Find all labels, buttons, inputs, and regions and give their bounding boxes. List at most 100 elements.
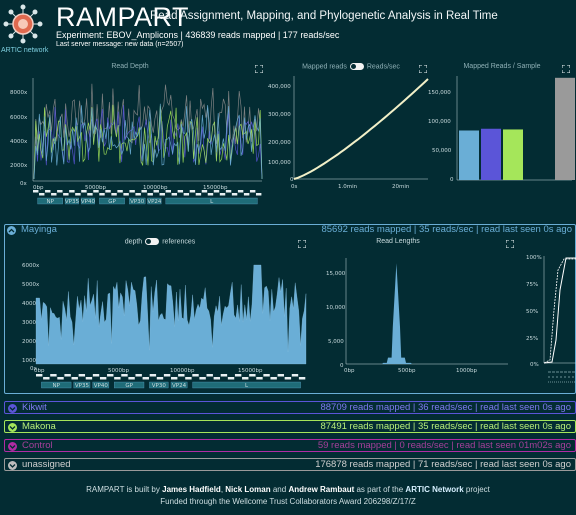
amplicon — [207, 193, 214, 196]
y-tick: 50,000 — [432, 148, 452, 154]
amplicon — [171, 377, 178, 380]
app-title: RAMPART — [56, 2, 190, 32]
author-link[interactable]: Andrew Rambaut — [288, 485, 355, 494]
gene-label: VP30 — [130, 199, 145, 205]
read-lengths-title: Read Lengths — [376, 238, 420, 245]
gene-label: NP — [53, 383, 61, 389]
amplicon — [165, 190, 172, 193]
mapped-reads-title: Mapped reads Reads/sec — [296, 63, 406, 70]
amplicon — [85, 377, 93, 380]
amplicon — [141, 190, 147, 193]
y-tick: 2000x — [22, 339, 40, 345]
author-link[interactable]: James Hadfield — [162, 485, 221, 494]
amplicon — [255, 193, 262, 196]
amplicon — [237, 190, 244, 193]
y-tick: 0x — [20, 181, 27, 187]
amplicon — [213, 190, 220, 193]
sample-stats: 88709 reads mapped | 36 reads/sec | read… — [320, 402, 571, 413]
amplicon — [225, 190, 232, 193]
author-link[interactable]: Nick Loman — [225, 485, 271, 494]
amplicon — [111, 193, 117, 196]
sample-name: Makona — [22, 421, 56, 432]
amplicon — [43, 377, 50, 380]
y-tick: 0 — [340, 363, 344, 369]
y-tick: 4000x — [22, 301, 40, 307]
x-tick: 0s — [291, 184, 297, 190]
mapped-reads-chart: 400,000 300,000 200,000 100,000 0 0s 1.0… — [268, 76, 429, 190]
artic-logo[interactable]: ARTIC network — [1, 3, 48, 57]
chevron-down-icon[interactable] — [8, 403, 17, 413]
sample-row-control[interactable]: Control 59 reads mapped | 0 reads/sec | … — [4, 439, 576, 452]
footer-funding: Funded through the Wellcome Trust Collab… — [160, 497, 416, 506]
expand-icon[interactable] — [506, 240, 514, 248]
coverage-toggle-row: depth references — [110, 238, 210, 245]
mapped-reads-line — [293, 78, 429, 180]
amplicon — [192, 374, 199, 377]
gene-vp35 — [64, 197, 79, 205]
reads-toggle[interactable] — [349, 63, 364, 70]
x-tick: 1.0min — [338, 184, 358, 190]
amplicon — [39, 193, 45, 196]
sample-row-makona[interactable]: Makona 87491 reads mapped | 35 reads/sec… — [4, 420, 576, 433]
y-tick: 100,000 — [268, 160, 291, 166]
y-tick: 400,000 — [268, 84, 291, 90]
chevron-down-icon[interactable] — [8, 422, 17, 432]
y-tick: 3000x — [22, 320, 40, 326]
amplicon — [107, 374, 114, 377]
bar-kikwit — [481, 128, 501, 180]
reads-per-sec-label: Reads/sec — [366, 63, 400, 71]
y-tick: 6000x — [10, 115, 28, 121]
depth-series-line — [33, 104, 263, 179]
references-label: references — [162, 238, 196, 246]
x-tick: 5000bp — [108, 368, 129, 374]
gene-vp24 — [147, 197, 162, 205]
y-tick: 6000x — [22, 263, 40, 269]
x-tick: 10000bp — [170, 368, 195, 374]
app-subtitle: Read Assignment, Mapping, and Phylogenet… — [150, 10, 498, 22]
amplicon — [99, 377, 107, 380]
amplicon — [249, 374, 256, 377]
bar-mayinga — [459, 130, 479, 180]
chevron-down-icon[interactable] — [8, 460, 17, 470]
header: ARTIC network RAMPART Read Assignment, M… — [0, 0, 576, 58]
bar-unassigned — [555, 77, 575, 180]
gene-vp40 — [80, 197, 95, 205]
amplicon — [189, 190, 196, 193]
sample-stats: 59 reads mapped | 0 reads/sec | read las… — [317, 440, 571, 451]
amplicon — [129, 190, 135, 193]
y-tick: 75% — [526, 282, 538, 288]
gene-vp30 — [129, 197, 146, 205]
amplicon — [153, 190, 159, 193]
amplicon — [149, 374, 157, 377]
amplicon — [87, 193, 93, 196]
amplicon — [64, 374, 71, 377]
artic-network-link[interactable]: ARTIC Network — [405, 485, 464, 494]
y-tick: 10,000 — [326, 305, 346, 311]
gene-label: VP40 — [81, 199, 96, 205]
y-tick: 0% — [530, 362, 539, 368]
y-tick: 150,000 — [428, 90, 451, 96]
gene-label: VP30 — [152, 383, 167, 389]
sample-row-kikwit[interactable]: Kikwit 88709 reads mapped | 36 reads/sec… — [4, 401, 576, 414]
amplicon — [178, 374, 185, 377]
y-tick: 5,000 — [328, 339, 344, 345]
gene-np — [37, 197, 63, 205]
depth-references-toggle[interactable] — [145, 238, 160, 245]
amplicon — [163, 374, 171, 377]
amplicon — [234, 374, 242, 377]
amplicon — [185, 377, 192, 380]
depth-series-group — [33, 83, 263, 179]
amplicon — [36, 374, 43, 377]
y-tick: 25% — [526, 336, 538, 342]
sample-header-mayinga[interactable]: Mayinga 85692 reads mapped | 35 reads/se… — [4, 224, 576, 237]
amplicon — [50, 374, 57, 377]
amplicon — [57, 190, 63, 193]
amplicon — [156, 377, 164, 380]
coverage-chart: 100% 75% 50% 25% 0% — [526, 255, 576, 383]
y-tick: 15,000 — [326, 271, 346, 277]
amplicon — [256, 377, 263, 380]
chevron-up-icon[interactable] — [7, 225, 16, 235]
sample-row-unassigned[interactable]: unassigned 176878 reads mapped | 71 read… — [4, 458, 576, 471]
read-lengths-chart: 15,000 10,000 5,000 0 0bp 500bp 1000bp — [326, 258, 508, 374]
chevron-down-icon[interactable] — [8, 441, 17, 451]
